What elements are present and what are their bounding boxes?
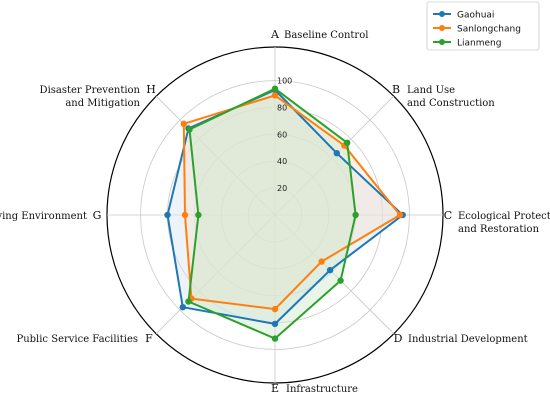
axis-label-A: Baseline Control — [284, 30, 368, 41]
axis-label-H-line2: and Mitigation — [65, 98, 140, 109]
legend-marker-gaohuai — [439, 11, 445, 17]
axis-letter-E: E — [271, 382, 279, 395]
point-gaohuai-F — [179, 304, 186, 311]
point-lianmeng-H — [186, 126, 193, 133]
legend-box — [426, 1, 540, 51]
legend: Gaohuai Sanlongchang Lianmeng — [426, 1, 540, 51]
tick-label-40: 40 — [277, 157, 287, 166]
axis-label-E: Infrastructure — [286, 384, 358, 395]
point-lianmeng-C — [352, 211, 359, 219]
axis-letter-H: H — [146, 83, 156, 96]
axis-label-B-line1: Land Use — [407, 85, 455, 96]
point-sanlongchang-E — [271, 305, 279, 313]
tick-label-100: 100 — [277, 77, 292, 86]
axis-letter-A: A — [270, 28, 280, 41]
spoke-B — [274, 95, 395, 216]
axis-letter-F: F — [145, 332, 153, 345]
spoke-F — [155, 214, 276, 335]
legend-marker-sanlongchang — [439, 25, 445, 31]
point-lianmeng-F — [185, 298, 192, 305]
axis-letter-C: C — [444, 209, 452, 222]
point-lianmeng-G — [195, 211, 202, 219]
tick-label-60: 60 — [277, 130, 287, 139]
axis-letter-D: D — [394, 332, 403, 345]
point-gaohuai-G — [164, 211, 171, 219]
point-lianmeng-D — [337, 277, 344, 284]
point-gaohuai-B — [333, 150, 340, 157]
axis-label-H-line1: Disaster Prevention — [40, 85, 141, 96]
axis-label-B-line2: and Construction — [407, 98, 495, 109]
axis-label-C-line1: Ecological Protection — [458, 211, 550, 222]
radar-series — [164, 85, 406, 342]
tick-label-80: 80 — [277, 103, 287, 112]
point-lianmeng-A — [271, 85, 279, 92]
axis-letter-B: B — [392, 83, 400, 96]
legend-label-lianmeng: Lianmeng — [457, 39, 501, 49]
point-lianmeng-B — [344, 139, 351, 146]
axis-label-F: Public Service Facilities — [16, 334, 138, 345]
axis-labels: A Baseline Control B Land Use and Constructi… — [0, 28, 550, 395]
axis-letter-G: G — [93, 209, 102, 222]
legend-marker-lianmeng — [439, 39, 445, 45]
spoke-D — [274, 214, 395, 335]
series-fill-gaohuai — [167, 90, 403, 324]
axis-label-G: Living Environment — [0, 211, 87, 222]
point-gaohuai-E — [271, 320, 279, 328]
point-sanlongchang-C — [396, 211, 404, 219]
axis-label-D: Industrial Development — [408, 334, 528, 345]
legend-label-gaohuai: Gaohuai — [457, 11, 494, 21]
tick-label-20: 20 — [277, 184, 287, 193]
point-sanlongchang-G — [181, 211, 189, 219]
radial-tick-labels: 20 40 60 80 100 — [277, 77, 292, 194]
point-sanlongchang-D — [318, 258, 325, 265]
point-lianmeng-E — [271, 335, 279, 342]
point-gaohuai-D — [326, 266, 334, 274]
axis-label-C-line2: and Restoration — [458, 224, 540, 235]
series-fill-lianmeng — [188, 88, 356, 339]
spoke-H — [155, 95, 276, 216]
legend-label-sanlongchang: Sanlongchang — [457, 25, 521, 35]
point-sanlongchang-H — [180, 120, 187, 128]
point-sanlongchang-A — [271, 92, 279, 99]
